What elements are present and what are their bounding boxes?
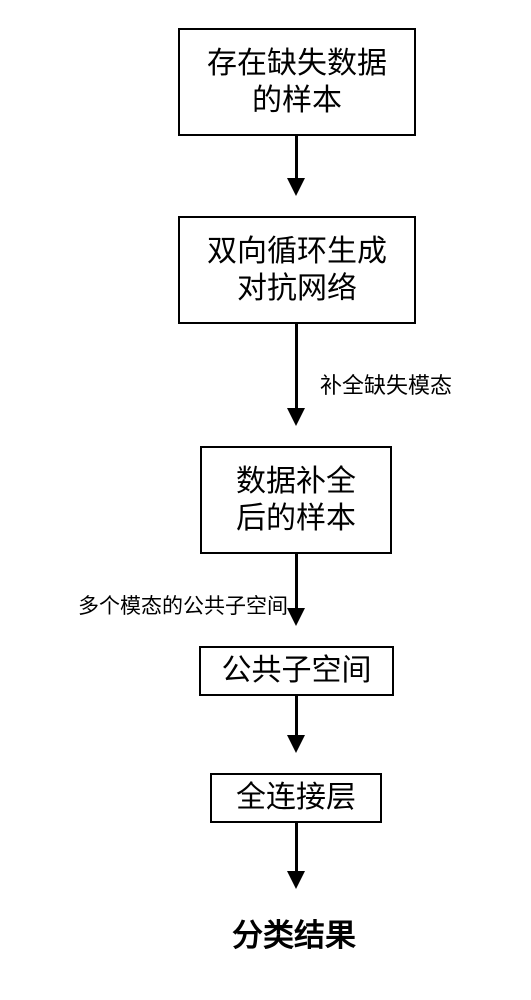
node-common-subspace: 公共子空间 [199,646,394,696]
edge-line [295,324,298,408]
arrow-down-icon [287,608,305,626]
edge-label: 多个模态的公共子空间 [78,590,288,620]
node-bidir-gan: 双向循环生成 对抗网络 [178,216,416,324]
node-label: 存在缺失数据 的样本 [207,45,387,120]
arrow-down-icon [287,408,305,426]
flowchart-container: 存在缺失数据 的样本 双向循环生成 对抗网络 数据补全 后的样本 公共子空间 全… [0,0,531,1000]
arrow-down-icon [287,178,305,196]
node-label: 全连接层 [236,779,356,817]
node-label: 公共子空间 [222,652,372,690]
edge-line [295,696,298,735]
arrow-down-icon [287,871,305,889]
node-completed-sample: 数据补全 后的样本 [200,446,392,554]
node-label: 双向循环生成 对抗网络 [207,233,387,308]
terminal-result: 分类结果 [232,910,356,955]
node-fully-connected: 全连接层 [210,773,382,823]
edge-line [295,554,298,608]
arrow-down-icon [287,735,305,753]
node-missing-data-sample: 存在缺失数据 的样本 [178,28,416,136]
terminal-label: 分类结果 [232,918,356,953]
edge-line [295,823,298,871]
edge-line [295,136,298,178]
node-label: 数据补全 后的样本 [236,463,356,538]
edge-label: 补全缺失模态 [320,368,452,400]
